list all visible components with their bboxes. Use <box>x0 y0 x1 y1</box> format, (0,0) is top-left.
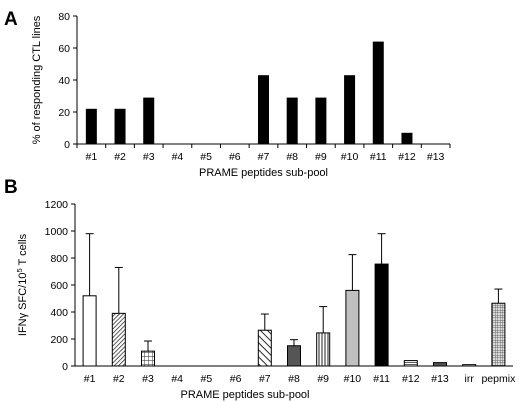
x-tick-label-b: #8 <box>288 373 300 385</box>
y-tick-label-a: 40 <box>58 75 70 87</box>
bar-a-2 <box>114 108 126 144</box>
x-tick-label-b: #4 <box>171 373 183 385</box>
x-tick-label-a: #6 <box>229 151 241 163</box>
x-tick-label-b: pepmix <box>481 373 516 385</box>
panel-label-a: A <box>4 9 18 30</box>
y-tick-label-b: 0 <box>62 361 68 373</box>
x-tick-label-a: #8 <box>286 151 298 163</box>
x-tick-label-b: #5 <box>201 373 213 385</box>
x-tick-label-a: #13 <box>427 151 445 163</box>
y-tick-label-b: 800 <box>50 253 68 265</box>
bar-a-1 <box>85 108 97 144</box>
chart-panel-b: 0 200 400 600 800 1000 1200 #1 #2 #3 #4 #5 #6 #7 #8 #9 #… <box>15 199 516 401</box>
x-tick-label-a: #1 <box>86 151 98 163</box>
x-tick-label-a: #2 <box>114 151 126 163</box>
y-tick-label-b: 200 <box>50 334 68 346</box>
y-axis-title-a: % of responding CTL lines <box>31 15 43 144</box>
x-tick-label-b: #2 <box>113 373 125 385</box>
y-tick-label-b: 600 <box>50 280 68 292</box>
y-tick-label-a: 60 <box>58 43 70 55</box>
x-tick-label-b: #1 <box>84 373 96 385</box>
bar-b-1 <box>82 295 97 367</box>
bar-b-7 <box>257 329 272 367</box>
x-tick-label-a: #3 <box>143 151 155 163</box>
x-axis-title-b: PRAME peptides sub-pool <box>180 389 309 401</box>
x-tick-label-b: #11 <box>373 373 390 385</box>
y-axis-title-b-part: T cells <box>17 233 29 268</box>
bar-b-13 <box>433 362 447 367</box>
x-tick-label-b: irr <box>465 373 475 385</box>
x-tick-label-a: #9 <box>315 151 327 163</box>
bar-b-2 <box>111 312 126 367</box>
bar-b-12 <box>403 360 418 367</box>
x-tick-label-b: #6 <box>230 373 242 385</box>
y-tick-label-b: 1200 <box>45 199 69 211</box>
bar-b-3 <box>141 350 155 367</box>
bar-b-11 <box>374 263 389 367</box>
bar-a-11 <box>372 41 384 144</box>
y-tick-label-a: 0 <box>64 139 70 151</box>
y-axis-title-b: IFNγ SFC/105 T cells <box>15 233 29 336</box>
x-tick-label-b: #7 <box>259 373 271 385</box>
x-tick-label-a: #7 <box>258 151 270 163</box>
bar-a-3 <box>143 97 155 144</box>
y-axis-title-b-part: IFNγ SFC/10 <box>17 273 29 337</box>
y-tick-label-b: 400 <box>50 307 68 319</box>
bar-b-10 <box>345 289 360 367</box>
x-tick-label-b: #3 <box>142 373 154 385</box>
x-tick-label-a: #11 <box>370 151 387 163</box>
x-tick-label-b: #9 <box>317 373 329 385</box>
bar-a-10 <box>344 75 356 144</box>
bar-b-9 <box>316 332 331 367</box>
y-tick-label-a: 80 <box>58 11 70 23</box>
bar-a-7 <box>258 75 269 144</box>
x-tick-label-b: #12 <box>402 373 420 385</box>
y-tick-label-b: 1000 <box>45 226 69 238</box>
x-tick-label-a: #5 <box>200 151 212 163</box>
bar-a-12 <box>401 132 413 144</box>
x-tick-label-a: #12 <box>398 151 416 163</box>
x-tick-label-b: #13 <box>431 373 449 385</box>
x-axis-title-a: PRAME peptides sub-pool <box>199 167 328 179</box>
y-tick-label-a: 20 <box>58 107 70 119</box>
bar-b-8 <box>287 345 301 367</box>
bar-a-8 <box>286 97 298 144</box>
bar-b-15 <box>491 302 506 367</box>
bar-a-9 <box>315 97 327 144</box>
x-tick-label-b: #10 <box>344 373 362 385</box>
x-tick-label-a: #10 <box>341 151 359 163</box>
y-axis-title-b-sup: 5 <box>15 268 24 272</box>
bar-b-14 <box>462 364 477 367</box>
x-tick-label-a: #4 <box>172 151 184 163</box>
panel-label-b: B <box>4 177 18 198</box>
chart-panel-a: 0 20 40 60 80 #1 #2 #3 #4 #5 #6 #7 #8 #9 #10 #11 #12 #13 P… <box>31 11 451 179</box>
